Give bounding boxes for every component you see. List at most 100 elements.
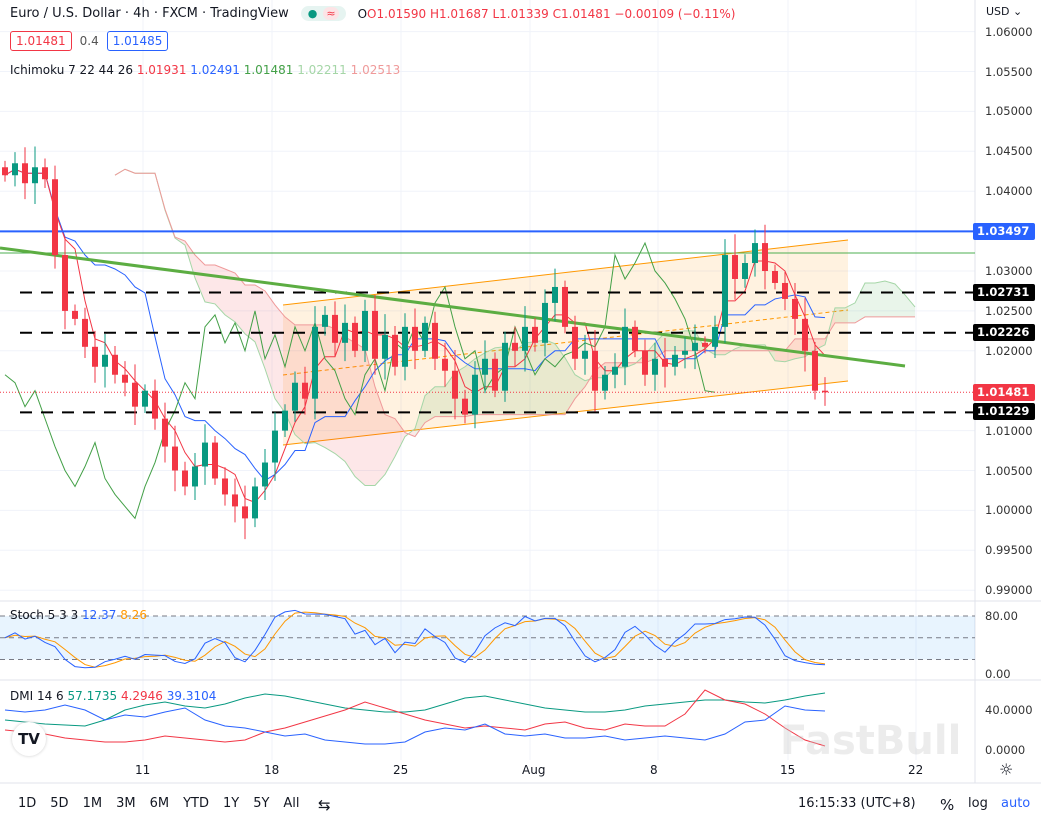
candle-body [772, 271, 778, 283]
stoch-legend[interactable]: Stoch 5 3 3 12.37 8.26 [10, 608, 147, 622]
dmi-legend[interactable]: DMI 14 6 57.1735 4.2946 39.3104 [10, 689, 216, 703]
ichimoku-cloud [525, 341, 535, 415]
candle-body [492, 358, 498, 391]
stoch-k-line [4, 609, 826, 669]
symbol-title[interactable]: Euro / U.S. Dollar · 4h · FXCM · Trading… [10, 6, 289, 21]
ichimoku-conversion: 1.01931 [136, 63, 187, 77]
candle-body [142, 390, 148, 407]
candle-body [622, 326, 628, 367]
resistance-1-tag: 1.02731 [973, 284, 1035, 301]
time-tick: 11 [135, 763, 151, 777]
ichimoku-cloud [235, 272, 245, 334]
ohlc-low: L1.01339 [492, 6, 549, 21]
candle-body [92, 346, 98, 367]
price-tick: 1.00500 [985, 463, 1033, 478]
candle-body [112, 354, 118, 375]
candle-body [242, 506, 248, 519]
dmi-adx-line [4, 692, 826, 727]
candle-body [592, 350, 598, 391]
ichimoku-cloud [855, 282, 865, 323]
candle-body [822, 390, 828, 393]
dmi-tick-40: 40.0000 [985, 703, 1033, 717]
range-1y[interactable]: 1Y [222, 796, 240, 811]
candle-body [402, 326, 408, 367]
market-open-icon: ● [307, 7, 318, 20]
dmi-tick-0: 0.0000 [985, 743, 1026, 757]
candle-body [792, 298, 798, 319]
ichimoku-cloud [875, 280, 885, 317]
ichimoku-legend[interactable]: Ichimoku 7 22 44 26 1.01931 1.02491 1.01… [10, 63, 400, 77]
candle-body [812, 350, 818, 391]
ichimoku-cloud [295, 324, 305, 444]
log-toggle[interactable]: log [968, 796, 988, 811]
auto-toggle[interactable]: auto [1001, 796, 1031, 811]
candle-body [132, 382, 138, 407]
market-status[interactable]: ● ≈ [300, 6, 346, 21]
candle-body [382, 334, 388, 359]
candle-body [582, 350, 588, 359]
price-tick: 1.05000 [985, 104, 1033, 119]
ichimoku-cloud [575, 374, 585, 399]
candle-body [302, 382, 308, 399]
candle-body [362, 310, 368, 351]
candle-body [52, 179, 58, 256]
ichimoku-cloud [545, 339, 555, 415]
buy-price-button[interactable]: 1.01485 [106, 31, 169, 51]
range-1m[interactable]: 1M [82, 796, 103, 811]
candle-body [412, 326, 418, 351]
ichimoku-cloud [895, 283, 905, 317]
ohlc-change: −0.00109 (−0.11%) [614, 6, 736, 21]
currency-selector[interactable]: USD ⌄ [986, 5, 1023, 18]
candle-body [552, 286, 558, 303]
range-all[interactable]: All [283, 796, 300, 811]
dmi-adx: 57.1735 [67, 689, 118, 703]
trend-line [0, 246, 906, 368]
ichimoku-cloud [715, 350, 725, 355]
clock[interactable]: 16:15:33 (UTC+8) [798, 796, 916, 811]
range-5d[interactable]: 5D [50, 796, 69, 811]
candle-body [762, 243, 768, 271]
candle-body [682, 350, 688, 355]
sell-price-button[interactable]: 1.01481 [10, 31, 72, 51]
candle-body [312, 326, 318, 399]
candle-body [102, 354, 108, 367]
ichimoku-cloud [325, 324, 335, 454]
ichimoku-cloud [515, 342, 525, 415]
range-5y[interactable]: 5Y [253, 796, 270, 811]
price-tick: 1.02500 [985, 303, 1033, 318]
ichimoku-cloud [535, 339, 545, 415]
candle-body [282, 410, 288, 431]
candle-body [332, 314, 338, 343]
ichimoku-span-a: 1.02211 [297, 63, 347, 77]
percent-toggle[interactable]: % [940, 796, 955, 814]
price-tick: 1.01000 [985, 423, 1033, 438]
settings-gear-icon[interactable]: ☼ [999, 760, 1014, 779]
dmi-minus-line [4, 689, 826, 747]
candle-body [262, 462, 268, 487]
goto-date-icon[interactable]: ⇆ [318, 796, 331, 814]
candle-body [482, 358, 488, 375]
candle-body [672, 354, 678, 367]
range-bar: 1D 5D 1M 3M 6M YTD 1Y 5Y All [18, 796, 314, 811]
range-3m[interactable]: 3M [116, 796, 136, 811]
range-1d[interactable]: 1D [18, 796, 37, 811]
candle-body [162, 418, 168, 447]
ichimoku-cloud [415, 395, 425, 437]
candle-body [722, 255, 728, 327]
chart-legend: Euro / U.S. Dollar · 4h · FXCM · Trading… [10, 6, 736, 21]
ichimoku-cloud [335, 328, 345, 462]
ichimoku-cloud [225, 269, 235, 322]
time-tick: 15 [780, 763, 796, 777]
range-6m[interactable]: 6M [149, 796, 170, 811]
range-ytd[interactable]: YTD [183, 796, 209, 811]
candle-body [702, 342, 708, 347]
candle-body [192, 466, 198, 487]
candle-body [22, 163, 28, 184]
candle-body [212, 442, 218, 479]
stoch-d: 8.26 [120, 608, 147, 622]
tradingview-logo-icon[interactable]: TV [12, 722, 46, 756]
price-tick: 1.00000 [985, 503, 1033, 518]
price-tick: 1.06000 [985, 24, 1033, 39]
candle-body [512, 342, 518, 351]
